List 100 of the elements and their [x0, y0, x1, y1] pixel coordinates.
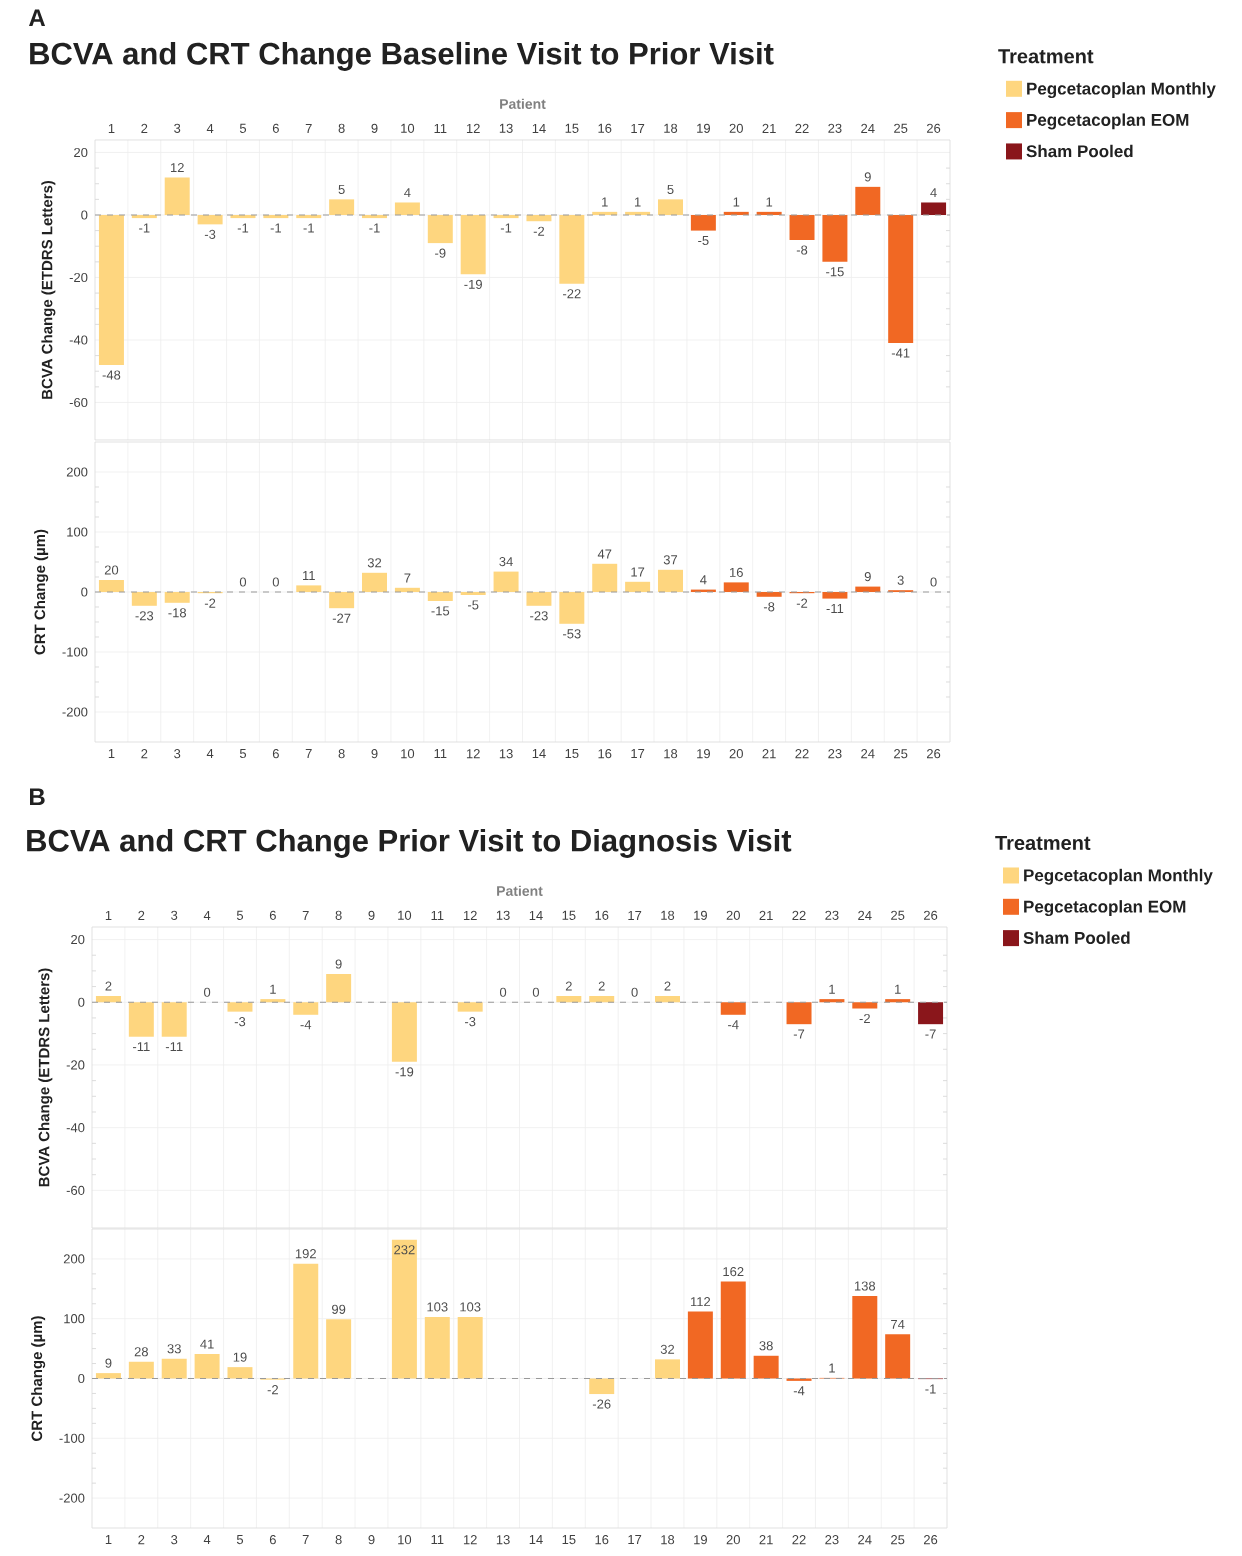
x-tick-label: 4 [203, 1535, 211, 1545]
x-tick-label: 12 [466, 123, 480, 133]
y-tick-label: 100 [64, 1314, 85, 1324]
y-tick-label: 20 [71, 934, 85, 945]
data-label: 1 [634, 197, 641, 207]
x-tick-label: 13 [496, 910, 510, 920]
data-label: 162 [723, 1267, 744, 1277]
data-label: 1 [829, 1363, 835, 1373]
data-label: -4 [728, 1020, 739, 1030]
y-tick-label: 100 [67, 527, 88, 537]
x-tick-label: 25 [891, 910, 905, 920]
x-tick-label: 23 [828, 749, 842, 759]
x-tick-label: 22 [795, 123, 809, 133]
data-label: -8 [796, 245, 808, 255]
x-tick-label: 6 [269, 1535, 276, 1545]
data-label: 0 [239, 577, 247, 587]
x-tick-label: 7 [305, 749, 312, 758]
x-tick-label: 22 [792, 910, 806, 920]
data-label: 3 [897, 575, 904, 585]
data-label: 0 [631, 987, 638, 997]
data-label: 32 [660, 1344, 675, 1354]
data-label: -22 [563, 289, 581, 299]
data-label: -3 [234, 1017, 246, 1027]
data-label: 7 [404, 573, 411, 583]
y-axis-title: BCVA Change (ETDRS Letters) [41, 180, 56, 399]
data-label: 0 [272, 577, 279, 587]
data-label: 2 [565, 981, 572, 991]
x-tick-label: 19 [694, 910, 707, 920]
data-label: 5 [338, 184, 345, 194]
x-tick-label: 16 [595, 1535, 609, 1545]
data-label: -1 [369, 223, 380, 233]
data-label: 47 [597, 549, 612, 559]
data-label: 0 [499, 987, 507, 997]
x-tick-label: 5 [236, 1535, 244, 1545]
x-tick-label: 14 [532, 749, 546, 758]
data-label: 9 [105, 1358, 112, 1368]
x-tick-label: 15 [562, 1535, 576, 1545]
x-tick-label: 11 [431, 910, 444, 920]
y-tick-label: 0 [78, 997, 85, 1007]
data-label: 2 [664, 981, 671, 991]
legend-label: Pegcetacoplan EOM [1027, 113, 1189, 130]
data-label: -4 [793, 1386, 805, 1396]
data-label: 2 [105, 981, 112, 991]
x-tick-label: 12 [463, 910, 477, 920]
data-label: -1 [500, 223, 512, 233]
data-label: -7 [793, 1029, 805, 1039]
x-tick-label: 14 [529, 1535, 543, 1545]
x-tick-label: 1 [108, 123, 115, 133]
x-tick-label: 4 [203, 910, 211, 920]
y-tick-label: -40 [69, 335, 88, 345]
x-tick-label: 2 [138, 1535, 145, 1545]
data-label: 0 [203, 987, 211, 997]
x-tick-label: 23 [828, 123, 842, 133]
x-tick-label: 21 [759, 1535, 773, 1545]
x-tick-label: 26 [927, 749, 941, 759]
data-label: -15 [431, 606, 450, 616]
data-label: 4 [404, 188, 411, 198]
data-label: -11 [165, 1042, 183, 1052]
x-tick-label: 18 [661, 910, 675, 920]
data-label: -1 [139, 223, 150, 233]
data-label: -1 [303, 223, 314, 233]
x-tick-label: 16 [598, 123, 612, 133]
data-label: 0 [532, 987, 540, 997]
data-label: -5 [698, 236, 709, 246]
y-tick-label: -60 [66, 1185, 85, 1195]
x-tick-label: 3 [171, 910, 178, 920]
data-label: -23 [530, 611, 548, 621]
x-tick-label: 17 [628, 1535, 642, 1545]
x-tick-label: 21 [759, 910, 773, 920]
x-tick-label: 9 [371, 749, 378, 759]
x-tick-label: 25 [891, 1535, 905, 1545]
x-tick-label: 24 [861, 749, 875, 759]
y-axis-title: BCVA Change (ETDRS Letters) [38, 968, 53, 1187]
x-tick-label: 2 [141, 749, 148, 759]
x-tick-label: 11 [434, 749, 447, 758]
y-tick-label: 200 [66, 467, 88, 477]
x-tick-label: 9 [371, 123, 378, 133]
data-label: -3 [464, 1017, 476, 1027]
x-tick-label: 14 [529, 910, 543, 920]
x-tick-label: 9 [368, 1535, 375, 1545]
x-tick-label: 8 [338, 123, 345, 133]
x-tick-label: 17 [631, 123, 645, 133]
x-tick-label: 7 [305, 123, 312, 133]
y-axis-title: CRT Change (µm) [34, 529, 49, 655]
data-label: -15 [826, 267, 844, 277]
data-label: 38 [759, 1341, 773, 1351]
x-tick-label: 13 [499, 123, 513, 133]
legend-label: Pegcetacoplan Monthly [1027, 82, 1216, 99]
data-label: -19 [464, 279, 482, 289]
data-label: -41 [891, 348, 910, 358]
data-label: -19 [395, 1067, 414, 1077]
y-tick-label: -200 [59, 1493, 85, 1503]
data-label: -11 [826, 604, 844, 613]
x-tick-label: 23 [825, 1535, 839, 1545]
data-label: 1 [270, 984, 276, 994]
x-tick-label: 26 [924, 910, 938, 920]
legend-label: Pegcetacoplan EOM [1024, 900, 1186, 917]
x-tick-label: 17 [631, 749, 645, 758]
text: B [30, 788, 45, 805]
y-tick-label: -200 [62, 707, 88, 717]
